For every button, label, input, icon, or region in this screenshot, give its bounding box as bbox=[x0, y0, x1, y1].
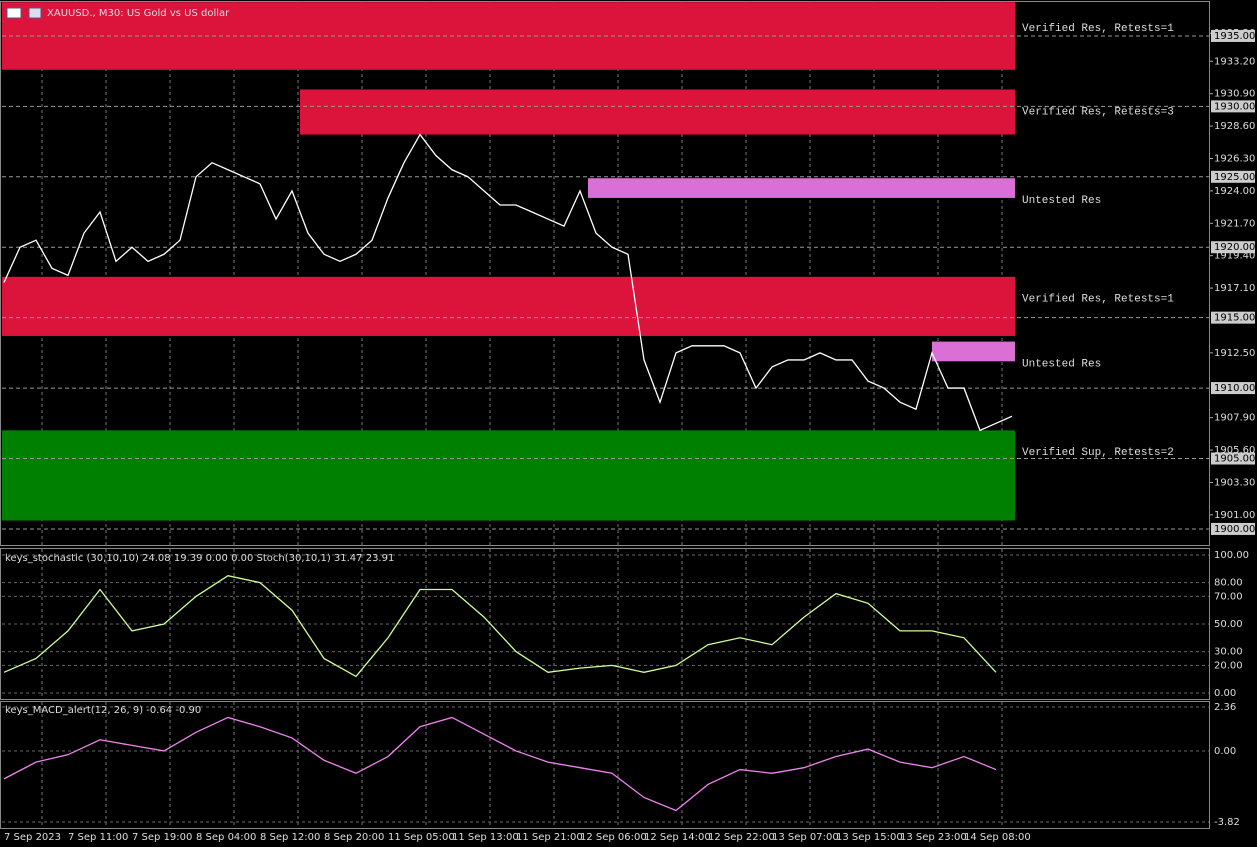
x-tick-label: 12 Sep 22:00 bbox=[708, 832, 775, 843]
x-tick-label: 12 Sep 14:00 bbox=[644, 832, 711, 843]
x-tick-label: 7 Sep 19:00 bbox=[132, 832, 192, 843]
y-tick-label: 20.00 bbox=[1214, 660, 1243, 671]
x-tick-label: 7 Sep 11:00 bbox=[68, 832, 128, 843]
x-tick-label: 8 Sep 04:00 bbox=[196, 832, 256, 843]
level-box bbox=[1211, 29, 1255, 42]
y-tick-label: 1921.70 bbox=[1214, 218, 1255, 229]
macd-frame bbox=[0, 701, 1210, 829]
chart-title: XAUUSD., M30: US Gold vs US dollar bbox=[47, 8, 230, 19]
level-box bbox=[1211, 241, 1255, 254]
y-tick-label: 2.36 bbox=[1214, 702, 1236, 713]
y-tick-label: 0.00 bbox=[1214, 746, 1236, 757]
x-tick-label: 13 Sep 15:00 bbox=[836, 832, 903, 843]
y-tick-label: 1917.10 bbox=[1214, 283, 1255, 294]
y-tick-label: 1912.50 bbox=[1214, 348, 1255, 359]
y-tick-label: 1907.90 bbox=[1214, 413, 1255, 424]
y-tick-label: 100.00 bbox=[1214, 550, 1249, 561]
y-tick-label: 1930.90 bbox=[1214, 89, 1255, 100]
chart-icon bbox=[28, 7, 42, 19]
y-tick-label: 1919.40 bbox=[1214, 251, 1255, 262]
x-tick-label: 11 Sep 21:00 bbox=[516, 832, 583, 843]
y-tick-label: 1926.30 bbox=[1214, 153, 1255, 164]
zone-label: Verified Res, Retests=1 bbox=[1022, 294, 1174, 306]
level-label: 1925.00 bbox=[1214, 172, 1255, 183]
x-tick-label: 13 Sep 23:00 bbox=[900, 832, 967, 843]
x-tick-label: 8 Sep 20:00 bbox=[324, 832, 384, 843]
level-box bbox=[1211, 382, 1255, 395]
y-tick-label: 1933.20 bbox=[1214, 56, 1255, 67]
zone-label: Untested Res bbox=[1022, 195, 1101, 207]
y-tick-label: 1924.00 bbox=[1214, 186, 1255, 197]
level-box bbox=[1211, 100, 1255, 113]
y-tick-label: 70.00 bbox=[1214, 591, 1243, 602]
zone-label: Verified Res, Retests=3 bbox=[1022, 106, 1174, 118]
y-tick-label: 1901.00 bbox=[1214, 510, 1255, 521]
zone bbox=[2, 276, 1015, 336]
zone bbox=[2, 430, 1015, 521]
y-tick-label: -3.82 bbox=[1214, 817, 1240, 828]
y-tick-label: 50.00 bbox=[1214, 619, 1243, 630]
y-tick-label: 1903.30 bbox=[1214, 477, 1255, 488]
level-label: 1920.00 bbox=[1214, 242, 1255, 253]
level-label: 1930.00 bbox=[1214, 101, 1255, 112]
x-tick-label: 8 Sep 12:00 bbox=[260, 832, 320, 843]
x-tick-label: 7 Sep 2023 bbox=[4, 832, 61, 843]
level-box bbox=[1211, 452, 1255, 465]
zone-label: Verified Sup, Retests=2 bbox=[1022, 447, 1174, 459]
x-tick-label: 11 Sep 05:00 bbox=[388, 832, 455, 843]
y-tick-label: 1905.60 bbox=[1214, 445, 1255, 456]
level-label: 1900.00 bbox=[1214, 524, 1255, 535]
macd-title: keys_MACD_alert(12, 26, 9) -0.64 -0.90 bbox=[5, 705, 201, 716]
x-tick-label: 12 Sep 06:00 bbox=[580, 832, 647, 843]
y-tick-label: 1928.60 bbox=[1214, 121, 1255, 132]
zone bbox=[932, 341, 1015, 362]
zone-label: Verified Res, Retests=1 bbox=[1022, 23, 1174, 35]
level-box bbox=[1211, 522, 1255, 535]
price-line bbox=[3, 133, 1013, 432]
zone-label: Untested Res bbox=[1022, 359, 1101, 371]
zone bbox=[300, 89, 1015, 135]
stoch-frame bbox=[0, 548, 1210, 700]
level-label: 1935.00 bbox=[1214, 31, 1255, 42]
zone bbox=[588, 178, 1015, 198]
y-tick-label: 30.00 bbox=[1214, 647, 1243, 658]
level-box bbox=[1211, 170, 1255, 183]
y-tick-label: 0.00 bbox=[1214, 688, 1236, 699]
stoch-title: keys_stochastic (30,10,10) 24.08 19.39 0… bbox=[5, 553, 394, 564]
level-label: 1905.00 bbox=[1214, 454, 1255, 465]
indicator-line bbox=[3, 575, 997, 678]
level-box bbox=[1211, 311, 1255, 324]
x-tick-label: 13 Sep 07:00 bbox=[772, 832, 839, 843]
indicator-line bbox=[3, 716, 997, 812]
symbol-icon bbox=[6, 7, 22, 19]
y-tick-label: 80.00 bbox=[1214, 578, 1243, 589]
level-label: 1910.00 bbox=[1214, 383, 1255, 394]
x-tick-label: 11 Sep 13:00 bbox=[452, 832, 519, 843]
level-label: 1915.00 bbox=[1214, 313, 1255, 324]
x-tick-label: 14 Sep 08:00 bbox=[964, 832, 1031, 843]
price-frame bbox=[0, 1, 1210, 546]
